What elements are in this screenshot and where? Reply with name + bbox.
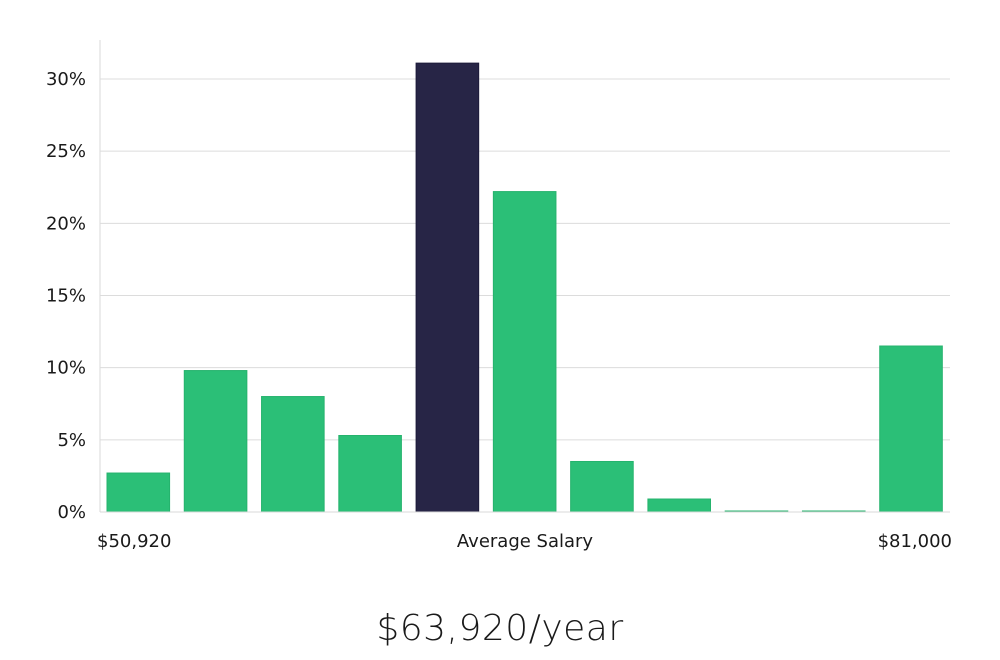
bar <box>879 345 943 513</box>
y-tick-label: 0% <box>57 502 86 523</box>
bar <box>338 435 402 513</box>
y-tick-label: 30% <box>46 69 86 90</box>
average-salary-value: $63,920/year <box>376 608 624 649</box>
bar-average <box>415 62 480 513</box>
bar <box>183 370 248 513</box>
y-tick-label: 15% <box>46 286 86 307</box>
x-label-max: $81,000 <box>878 531 952 552</box>
bar <box>106 472 171 513</box>
salary-histogram: 0% 5% 10% 15% 20% 25% 30% $50,920 Average Salary… <box>46 40 952 552</box>
y-tick-label: 10% <box>46 358 86 379</box>
bar <box>570 460 634 513</box>
bar <box>261 396 325 513</box>
bar <box>492 191 557 513</box>
y-tick-label: 25% <box>46 141 86 162</box>
x-label-average: Average Salary <box>457 531 594 552</box>
bar <box>647 498 712 513</box>
x-label-min: $50,920 <box>97 531 171 552</box>
y-tick-label: 5% <box>57 430 86 451</box>
y-tick-label: 20% <box>46 213 86 234</box>
